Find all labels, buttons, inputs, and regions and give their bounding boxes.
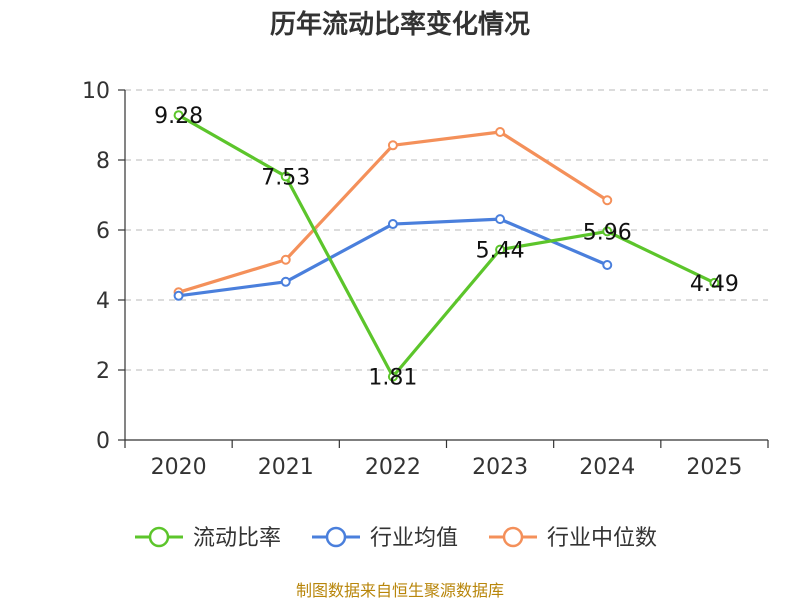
chart-title: 历年流动比率变化情况 — [270, 9, 530, 40]
x-tick-label-2022: 2022 — [365, 455, 421, 480]
data-point-流动比率-2022 — [387, 371, 398, 382]
data-point-流动比率-2020 — [173, 110, 184, 121]
x-tick-label-2024: 2024 — [579, 455, 635, 480]
y-tick-label: 8 — [96, 149, 110, 174]
legend-marker-行业中位数 — [502, 526, 524, 548]
legend-label-行业均值: 行业均值 — [370, 526, 458, 551]
data-point-行业均值-2023 — [495, 214, 506, 225]
legend-label-行业中位数: 行业中位数 — [547, 526, 657, 551]
source-note: 制图数据来自恒生聚源数据库 — [296, 581, 504, 600]
data-point-行业中位数-2024 — [602, 195, 613, 206]
data-point-行业中位数-2021 — [280, 254, 291, 265]
y-tick-label: 6 — [96, 219, 110, 244]
data-point-行业均值-2021 — [280, 276, 291, 287]
data-point-行业均值-2020 — [173, 290, 184, 301]
data-label-2021: 7.53 — [261, 165, 310, 190]
axes: 0 2 4 6 8 10 2020 2021 2022 2023 2024 2025 — [82, 79, 769, 480]
data-label-2023: 5.44 — [476, 239, 525, 264]
legend: 流动比率 行业均值 行业中位数 — [135, 526, 657, 551]
legend-marker-行业均值 — [325, 526, 347, 548]
data-label-2024: 5.96 — [583, 220, 632, 245]
x-tick-label-2023: 2023 — [472, 455, 528, 480]
data-label-2025: 4.49 — [690, 272, 739, 297]
x-tick-label-2020: 2020 — [151, 455, 207, 480]
y-tick-label: 10 — [82, 79, 110, 104]
grid-lines — [125, 89, 768, 371]
y-tick-label: 4 — [96, 289, 110, 314]
data-point-行业均值-2022 — [387, 219, 398, 230]
series-lines — [173, 110, 720, 382]
legend-marker-流动比率 — [148, 526, 170, 548]
series-line-行业中位数 — [178, 130, 609, 294]
data-point-行业均值-2024 — [602, 260, 613, 270]
data-point-流动比率-2021 — [280, 171, 291, 182]
x-tick-label-2025: 2025 — [686, 455, 742, 480]
data-point-流动比率-2025 — [709, 277, 720, 288]
y-tick-label: 2 — [96, 359, 110, 384]
data-point-流动比率-2023 — [495, 244, 506, 255]
data-point-行业中位数-2023 — [495, 127, 506, 137]
x-tick-label-2021: 2021 — [258, 455, 314, 480]
y-tick-label: 0 — [96, 429, 110, 454]
data-point-流动比率-2024 — [602, 226, 613, 237]
data-labels: 9.28 7.53 1.81 5.44 5.96 4.49 — [154, 104, 739, 390]
data-label-2020: 9.28 — [154, 104, 203, 129]
data-point-行业中位数-2022 — [387, 140, 398, 151]
series-line-行业均值 — [178, 217, 608, 298]
series-line-流动比率 — [177, 113, 716, 379]
data-label-2022: 1.81 — [368, 366, 417, 391]
legend-label-流动比率: 流动比率 — [193, 526, 281, 551]
